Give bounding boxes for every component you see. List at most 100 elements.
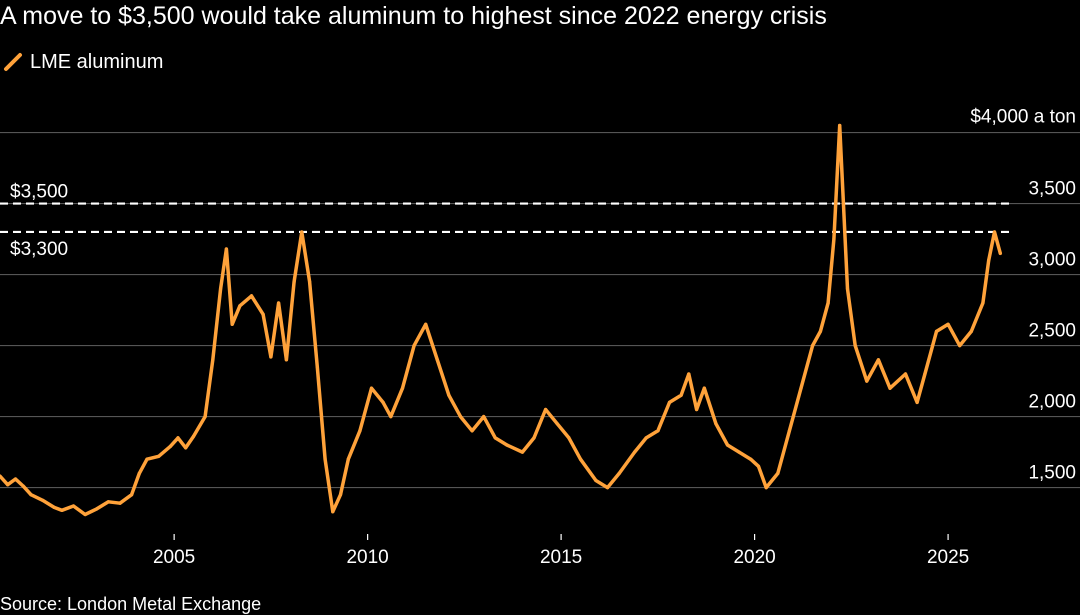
data-point — [424, 322, 428, 326]
data-point — [845, 287, 850, 291]
data-point — [435, 358, 439, 362]
data-point — [83, 512, 87, 517]
x-tick-label-2005: 2005 — [153, 547, 195, 568]
data-point — [168, 444, 172, 448]
data-point — [6, 483, 10, 487]
data-point — [331, 510, 335, 514]
data-point — [203, 415, 207, 419]
series-group — [0, 123, 1003, 517]
data-point — [695, 407, 699, 412]
data-point — [157, 454, 161, 458]
source-note: Source: London Metal Exchange — [0, 594, 262, 614]
data-point — [567, 436, 571, 440]
x-axis: 2005 2010 2015 2020 2025 — [153, 534, 969, 568]
x-tick-label-2025: 2025 — [927, 547, 969, 568]
data-point — [998, 251, 1002, 255]
data-point — [776, 471, 780, 475]
data-point — [903, 372, 908, 376]
data-point — [249, 294, 254, 298]
data-point — [958, 344, 962, 348]
data-point — [923, 372, 927, 376]
data-point — [52, 505, 56, 509]
reference-label-3300: $3,300 — [10, 239, 68, 260]
data-point — [224, 247, 228, 251]
data-point — [818, 329, 823, 333]
data-point — [315, 365, 319, 369]
data-point — [679, 393, 683, 397]
data-point — [656, 429, 660, 433]
data-point — [811, 344, 815, 348]
data-point — [21, 484, 25, 488]
gridlines — [0, 131, 1080, 489]
data-point — [987, 258, 991, 262]
data-point — [482, 415, 486, 419]
data-point — [838, 123, 842, 128]
data-point — [737, 450, 741, 454]
data-point — [520, 450, 525, 454]
data-point — [749, 457, 753, 461]
data-point — [369, 386, 374, 390]
data-point — [934, 329, 939, 333]
data-point — [0, 474, 2, 478]
data-point — [633, 450, 637, 454]
x-tick-label-2020: 2020 — [733, 547, 775, 568]
data-point — [458, 415, 463, 419]
data-point — [447, 393, 451, 397]
data-point — [191, 434, 196, 438]
data-point — [617, 471, 621, 475]
data-point — [865, 379, 869, 383]
data-point — [799, 386, 803, 390]
data-point — [219, 287, 223, 291]
data-point — [505, 443, 509, 447]
data-point — [532, 436, 536, 440]
data-point — [338, 493, 343, 497]
data-point — [381, 400, 385, 404]
data-point — [389, 415, 393, 419]
x-tick-label-2015: 2015 — [540, 547, 582, 568]
y-tick-label-1500: 1,500 — [1028, 463, 1076, 484]
data-point — [544, 407, 548, 412]
y-tick-label-2500: 2,500 — [1028, 321, 1076, 342]
data-point — [756, 464, 761, 468]
data-point — [702, 386, 706, 390]
reference-lines: $3,500 $3,300 — [0, 182, 1010, 260]
data-point — [992, 230, 997, 234]
data-point — [261, 312, 265, 316]
data-point — [915, 400, 919, 404]
data-point — [493, 436, 497, 440]
data-point — [826, 301, 830, 305]
data-point — [725, 443, 730, 447]
y-axis: 1,500 2,000 2,500 3,000 3,500 $4,000 a ton — [970, 107, 1076, 484]
y-unit-label: $4,000 a ton — [970, 107, 1076, 128]
legend: LME aluminum — [2, 50, 163, 74]
y-tick-label-3500: 3,500 — [1028, 179, 1076, 200]
data-point — [346, 457, 350, 461]
data-point — [969, 329, 973, 333]
data-point — [605, 486, 610, 490]
data-point — [300, 230, 304, 234]
data-point — [946, 322, 950, 326]
data-point — [130, 493, 134, 497]
data-point — [184, 446, 188, 450]
data-point — [358, 429, 362, 433]
series-line-lme-aluminum — [0, 123, 1003, 517]
data-point — [118, 501, 122, 505]
x-tick-label-2010: 2010 — [346, 547, 388, 568]
legend-swatch — [4, 53, 22, 71]
data-point — [832, 237, 836, 241]
data-point — [412, 344, 416, 348]
data-point — [211, 358, 215, 362]
data-point — [269, 355, 273, 359]
data-point — [876, 358, 881, 362]
data-point — [470, 429, 474, 433]
data-point — [981, 301, 985, 305]
data-point — [888, 386, 892, 390]
data-point — [13, 477, 18, 481]
data-point — [853, 344, 857, 348]
data-point — [71, 504, 76, 508]
data-point — [29, 493, 33, 497]
data-point — [145, 457, 149, 461]
data-point — [106, 500, 110, 504]
data-point — [667, 400, 672, 404]
